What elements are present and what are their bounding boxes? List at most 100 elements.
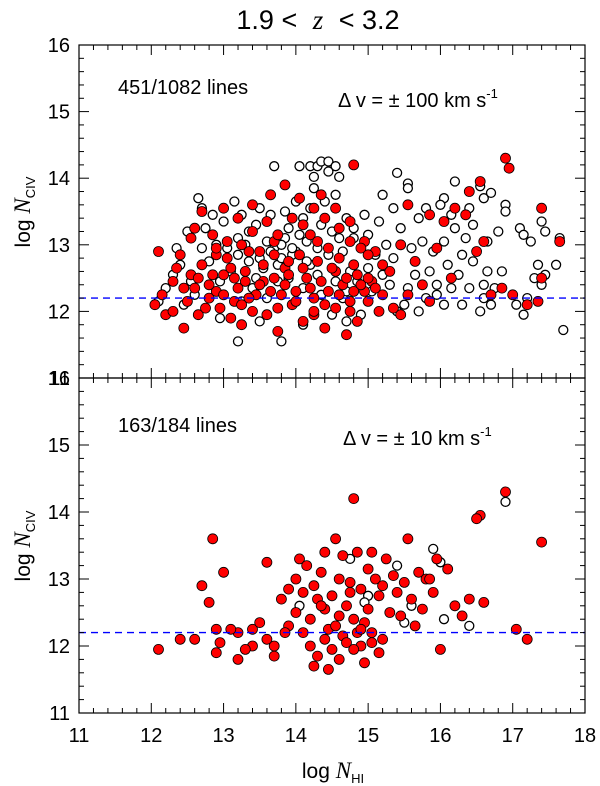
top-y-ticks: 11 12 13 14 15 16 [48,35,585,390]
matched-point [236,319,248,331]
bottom-x-ticks [78,378,586,713]
matched-point [424,209,436,221]
matched-point [434,644,446,655]
matched-point [532,295,544,307]
x-tick-labels: 11 12 13 14 15 16 17 18 [69,725,597,747]
matched-point [333,654,345,665]
matched-point [156,289,168,301]
top-ylabel-prefix: log [12,219,35,247]
matched-point [377,580,389,592]
matched-point [297,262,309,274]
matched-point [362,563,374,575]
matched-point [225,262,237,274]
title-part-z: z [312,5,324,35]
matched-point [507,289,519,301]
matched-point [377,289,389,301]
top-x-ticks [78,45,586,378]
top-y-axis-label: log NCIV [10,176,38,247]
matched-point [344,216,356,227]
matched-point [406,593,417,605]
matched-point [463,593,475,605]
unmatched-point [330,189,341,200]
matched-point [384,607,396,618]
matched-point [315,189,327,201]
matched-point [355,623,367,635]
matched-point [308,202,320,214]
matched-point [402,199,414,211]
matched-point [341,272,352,284]
matched-point [189,282,201,294]
matched-point [341,637,352,648]
unmatched-point [391,167,403,179]
unmatched-point [413,213,424,224]
matched-point [174,249,186,261]
matched-point [341,329,352,341]
unmatched-point [323,166,334,177]
unmatched-point [323,156,334,167]
matched-point [232,212,244,224]
matched-point [536,272,547,284]
matched-point [319,322,331,334]
matched-point [319,546,331,558]
x-axis-label: log NHI [302,758,364,786]
matched-point [196,580,208,592]
top-panel: 11 12 13 14 15 16 451/1082 lines Δ v = ± 100 … [10,35,586,390]
matched-point [373,305,385,317]
matched-point [312,236,323,247]
unmatched-point [475,306,486,317]
matched-point [351,269,363,281]
matched-point [272,302,284,314]
unmatched-point [464,620,475,632]
matched-point [210,623,222,635]
matched-point [192,309,204,321]
matched-point [395,239,407,251]
matched-point [189,633,201,645]
unmatched-point [294,161,305,172]
matched-point [261,216,273,227]
matched-point [322,285,334,297]
matched-point [319,212,331,224]
matched-point [474,176,486,187]
matched-point [268,272,280,284]
matched-point [431,553,443,565]
matched-point [380,553,392,565]
matched-point [283,269,295,281]
matched-point [413,566,425,578]
xlabel-symbol: N [335,758,353,783]
unmatched-point [402,183,414,194]
bottom-panel-frame [78,377,586,714]
matched-point [438,216,450,227]
matched-point [304,282,316,294]
matched-point [322,664,334,675]
unmatched-point [558,324,569,336]
top-count-label: 451/1082 lines [118,77,248,99]
matched-point [268,650,280,662]
matched-point [247,623,258,635]
matched-point [247,226,258,237]
bottom-dv-label: Δ v = ± 10 km s-1 [343,424,492,450]
matched-point [232,282,244,294]
matched-point [330,302,342,314]
matched-point [297,587,309,598]
bottom-panel-points [153,486,547,675]
unmatched-point [334,232,345,244]
matched-point [203,597,215,608]
xlabel-prefix: log [302,760,330,783]
matched-point [261,556,273,568]
matched-point [536,536,547,548]
unmatched-point [399,299,410,310]
matched-point [521,633,533,645]
matched-point [337,550,349,561]
matched-point [315,600,327,612]
matched-point [265,189,277,201]
matched-point [304,640,316,652]
matched-point [351,546,363,558]
y-tick-label: 12 [48,301,70,323]
matched-point [359,657,370,669]
matched-point [521,299,533,311]
top-ylabel-symbol: N [10,197,35,215]
matched-point [283,255,295,267]
matched-point [348,285,360,297]
y-tick-label: 15 [48,435,70,457]
xlabel-subscript: HI [351,771,364,786]
